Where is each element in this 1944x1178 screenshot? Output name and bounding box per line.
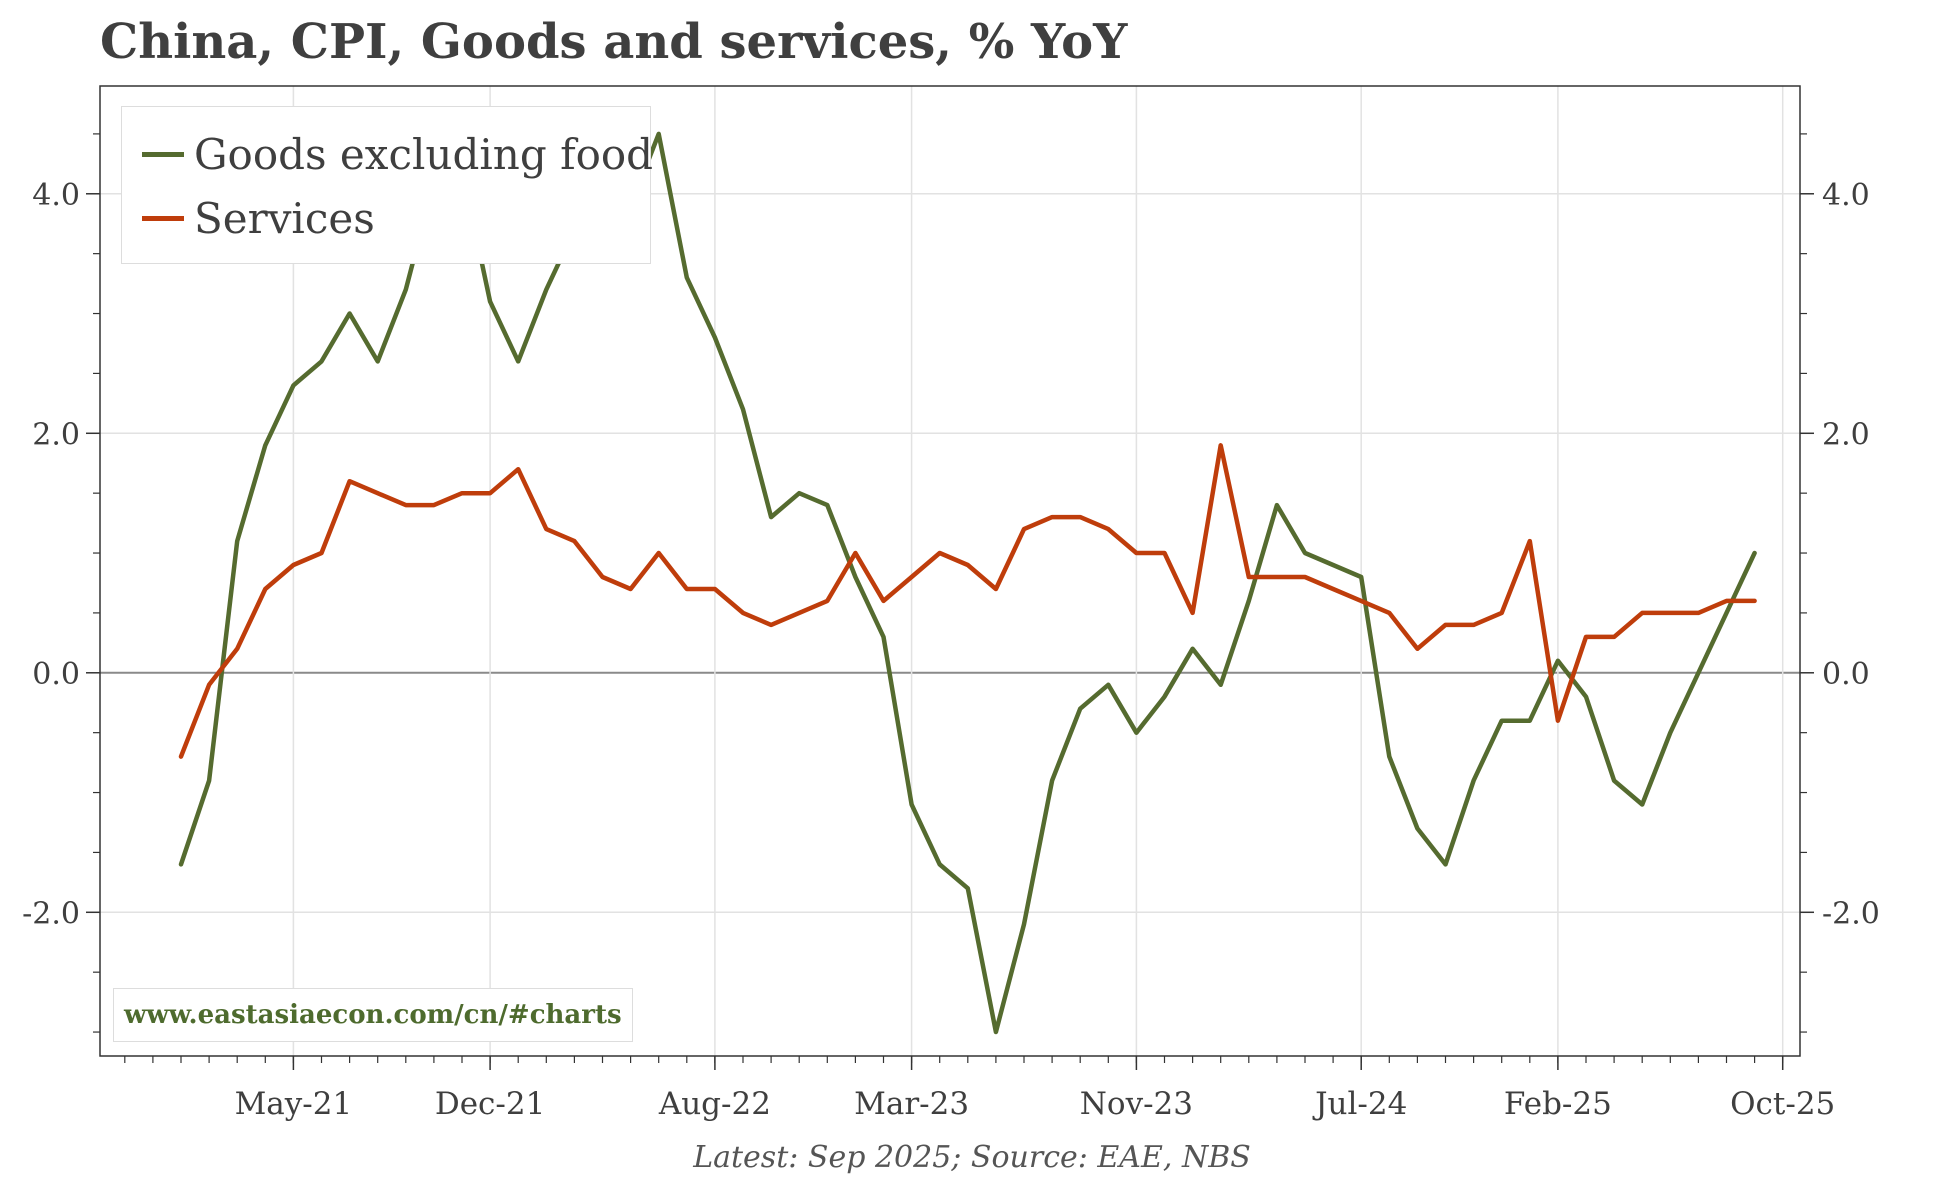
- x-tick-label: Mar-23: [854, 1086, 969, 1122]
- y-tick-label-left: 0.0: [32, 657, 80, 692]
- legend-label-services: Services: [194, 193, 375, 243]
- x-tick-label: Aug-22: [658, 1086, 771, 1122]
- y-tick-label-left: 4.0: [32, 178, 80, 213]
- axis-ticks: [86, 133, 1814, 1070]
- legend-swatch-services: [142, 215, 184, 221]
- y-tick-label-right: -2.0: [1822, 896, 1880, 931]
- legend-label-goods: Goods excluding food: [194, 129, 654, 179]
- series-line-services: [178, 443, 1757, 759]
- source-caption: Latest: Sep 2025; Source: EAE, NBS: [693, 1140, 1251, 1175]
- chart-title: China, CPI, Goods and services, % YoY: [100, 14, 1128, 70]
- series-line-goods: [178, 131, 1757, 1035]
- y-tick-label-left: -2.0: [22, 896, 80, 931]
- x-tick-label: Oct-25: [1730, 1086, 1835, 1122]
- y-tick-label-right: 0.0: [1822, 657, 1870, 692]
- x-tick-label: Jul-24: [1312, 1086, 1407, 1122]
- x-tick-label: Feb-25: [1504, 1086, 1612, 1122]
- y-tick-label-right: 4.0: [1822, 178, 1870, 213]
- legend-swatch-goods: [142, 151, 184, 157]
- x-tick-label: Nov-23: [1080, 1086, 1193, 1122]
- x-tick-label: May-21: [235, 1086, 353, 1122]
- watermark-link[interactable]: www.eastasiaecon.com/cn/#charts: [113, 988, 633, 1042]
- legend-item-goods: Goods excluding food: [142, 129, 653, 179]
- y-tick-label-left: 2.0: [32, 417, 80, 452]
- x-tick-label: Dec-21: [435, 1086, 545, 1122]
- plot-frame: [99, 85, 1801, 1057]
- y-tick-label-right: 2.0: [1822, 417, 1870, 452]
- legend-item-services: Services: [142, 193, 375, 243]
- legend: Goods excluding food Services: [121, 106, 653, 264]
- series-lines: [178, 131, 1757, 1035]
- axis-labels: 4.0 4.0 2.0 2.0 0.0 0.0 -2.0 -2.0 May-21 Dec-21 Au…: [22, 178, 1880, 1122]
